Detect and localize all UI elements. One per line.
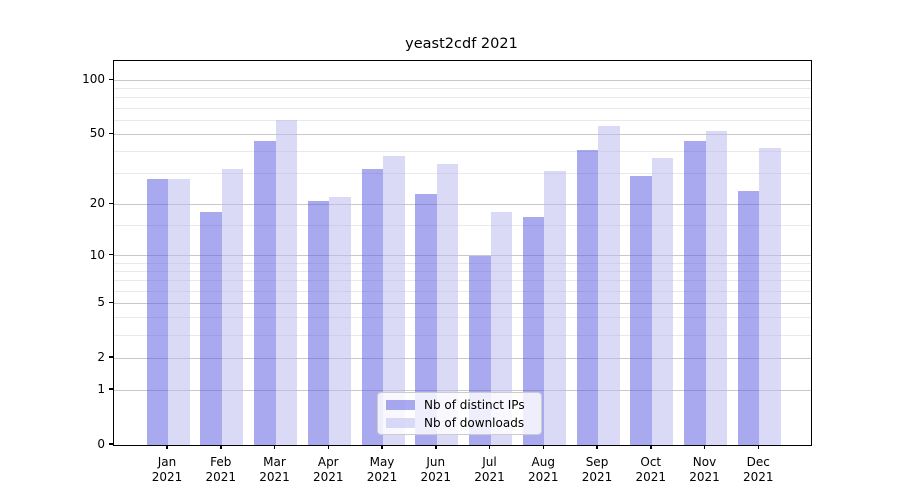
x-axis-tick [703, 445, 706, 449]
gridline-minor [114, 225, 811, 227]
legend-label-downloads: Nb of downloads [424, 415, 525, 430]
y-axis-tick-label: 2 [97, 350, 105, 365]
bar-distinct-ips-feb [200, 212, 222, 445]
bar-downloads-nov [705, 131, 727, 445]
gridline-minor [114, 262, 811, 264]
x-axis-tick [166, 445, 168, 449]
bar-distinct-ips-jan [146, 178, 168, 445]
y-axis-tick [109, 132, 113, 135]
y-axis-tick [109, 388, 113, 390]
gridline-minor [114, 334, 811, 336]
y-axis-tick [109, 202, 113, 205]
plot-area [113, 60, 812, 446]
y-axis-tick-label: 0 [97, 437, 105, 451]
x-axis-tick-label: Mar 2021 [259, 455, 290, 484]
y-axis-tick-label: 1 [97, 382, 105, 397]
bar-downloads-mar [275, 120, 297, 445]
x-axis-tick-label: Nov 2021 [689, 455, 720, 484]
x-axis-tick-label: May 2021 [366, 455, 398, 484]
bar-downloads-may [383, 155, 405, 445]
y-axis-tick [109, 78, 113, 81]
x-axis-tick-label: Jul 2021 [474, 455, 505, 484]
bar-downloads-apr [329, 197, 351, 445]
gridline-major [114, 255, 811, 257]
y-axis-tick-label: 10 [89, 247, 105, 262]
gridline-major [114, 79, 811, 81]
gridline-major [114, 133, 811, 135]
y-axis-tick [109, 443, 113, 445]
x-axis-tick [220, 445, 222, 449]
x-axis-tick-label: Apr 2021 [312, 455, 344, 484]
bar-distinct-ips-jun [415, 193, 437, 445]
legend-row-distinct-ips: Nb of distinct IPs [386, 397, 533, 412]
bar-distinct-ips-aug [522, 216, 545, 445]
gridline-major [114, 203, 811, 205]
x-axis-tick-label: Oct 2021 [635, 455, 667, 484]
x-axis-tick-label: Sep 2021 [581, 455, 613, 484]
x-axis-tick [381, 445, 383, 449]
gridline-minor [114, 88, 811, 90]
x-axis-tick [435, 445, 437, 449]
legend-swatch-distinct-ips [386, 399, 415, 410]
bar-downloads-jun [436, 164, 459, 445]
bar-downloads-oct [651, 157, 674, 445]
bar-downloads-feb [221, 168, 244, 445]
chart-title: yeast2cdf 2021 [405, 36, 518, 52]
gridline-major [114, 389, 811, 391]
x-axis-tick-label: Aug 2021 [527, 455, 559, 484]
bar-distinct-ips-sep [576, 149, 598, 445]
x-axis-tick [327, 445, 329, 449]
y-axis-tick [109, 253, 113, 256]
bar-downloads-jan [168, 178, 190, 445]
y-axis-tick-label: 100 [82, 72, 105, 87]
y-axis-tick [109, 356, 113, 358]
y-axis-tick-label: 20 [89, 196, 105, 211]
gridline-major [114, 357, 811, 359]
y-axis-tick-label: 5 [97, 295, 105, 310]
gridline-minor [114, 280, 811, 282]
x-axis-tick [273, 445, 276, 449]
legend: Nb of distinct IPs Nb of downloads [377, 392, 542, 435]
x-axis-tick-label: Jun 2021 [420, 455, 452, 484]
bar-distinct-ips-nov [684, 140, 706, 445]
gridline-minor [114, 97, 811, 99]
x-axis-tick-label: Jan 2021 [151, 455, 183, 484]
x-axis-tick [650, 445, 652, 449]
gridline-minor [114, 107, 811, 109]
gridline-minor [114, 151, 811, 153]
x-axis-tick [488, 445, 491, 449]
gridline-minor [114, 270, 811, 272]
legend-label-distinct-ips: Nb of distinct IPs [424, 397, 525, 412]
gridline-major [114, 302, 811, 304]
x-axis-tick-label: Dec 2021 [742, 455, 774, 484]
bar-distinct-ips-apr [307, 200, 330, 445]
legend-swatch-downloads [386, 417, 415, 428]
bar-downloads-jul [490, 212, 512, 445]
bar-downloads-sep [598, 125, 620, 445]
x-axis-tick [757, 445, 759, 449]
bar-distinct-ips-mar [254, 140, 276, 445]
gridline-minor [114, 173, 811, 175]
bar-downloads-aug [544, 171, 566, 445]
y-axis-tick [109, 301, 113, 304]
bar-distinct-ips-may [361, 168, 383, 445]
gridline-minor [114, 317, 811, 319]
bar-downloads-dec [759, 147, 781, 445]
legend-row-downloads: Nb of downloads [386, 415, 533, 430]
gridline-minor [114, 290, 811, 292]
y-axis-tick-label: 50 [89, 126, 105, 141]
x-axis-tick [596, 445, 598, 449]
bar-distinct-ips-dec [737, 190, 760, 445]
gridline-minor [114, 119, 811, 121]
x-axis-tick [542, 445, 544, 449]
bar-distinct-ips-oct [630, 176, 652, 445]
x-axis-tick-label: Feb 2021 [205, 455, 237, 484]
